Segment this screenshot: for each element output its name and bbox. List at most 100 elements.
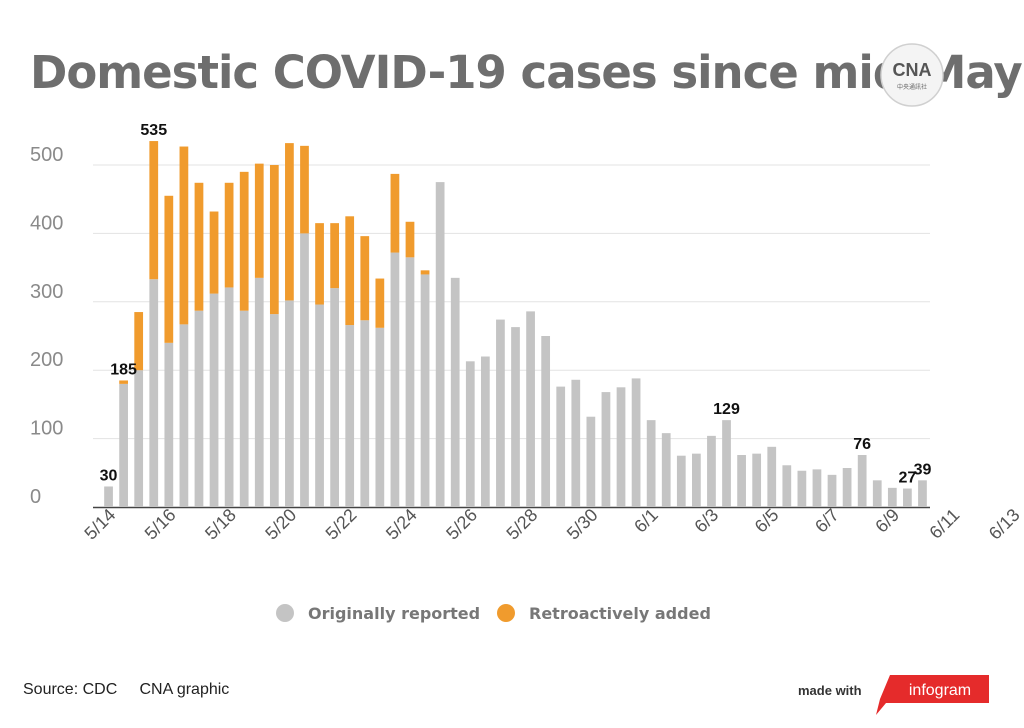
svg-text:CNA: CNA xyxy=(893,60,932,80)
bar-original xyxy=(511,327,520,507)
bar-original xyxy=(631,378,641,507)
svg-text:中央通訊社: 中央通訊社 xyxy=(897,83,927,91)
y-tick-label: 0 xyxy=(30,486,41,508)
data-label: 30 xyxy=(100,467,118,484)
data-label: 27 xyxy=(898,470,916,487)
bar-original xyxy=(812,469,822,507)
x-tick-label: 6/13 xyxy=(985,505,1024,544)
bar-original xyxy=(164,342,174,507)
bar-original xyxy=(239,310,249,507)
svg-text:infogram: infogram xyxy=(909,682,971,699)
y-tick-label: 500 xyxy=(30,144,63,166)
bar-retroactive xyxy=(194,182,204,311)
bar-original xyxy=(375,327,385,507)
bar-original xyxy=(390,252,400,507)
bar-original xyxy=(480,356,490,507)
bar-original xyxy=(692,453,701,507)
x-tick-label: 6/7 xyxy=(811,505,843,537)
bar-original xyxy=(315,304,324,507)
x-tick-label: 5/20 xyxy=(261,505,300,544)
bar-original xyxy=(209,293,219,507)
bar-original xyxy=(556,386,566,507)
bar-original xyxy=(842,468,852,507)
bar-original xyxy=(827,474,837,507)
legend-item-retroactive: Retroactively added xyxy=(497,600,711,626)
x-axis-labels: 5/14 5/16 5/18 5/20 5/22 5/24 5/26 5/28 5/30 6/1 6… xyxy=(80,505,1024,544)
bar-retroactive xyxy=(179,146,189,325)
bar-original xyxy=(737,455,746,507)
legend-swatch-retroactive xyxy=(497,604,515,622)
bar-retroactive xyxy=(300,145,309,234)
x-tick-label: 6/11 xyxy=(925,505,963,543)
legend-swatch-original xyxy=(276,604,294,622)
bar-original xyxy=(676,455,686,507)
legend-item-original: Originally reported xyxy=(276,600,480,626)
bar-original xyxy=(887,487,897,507)
bar-retroactive xyxy=(239,171,249,311)
bar-original xyxy=(586,416,596,507)
bar-original xyxy=(149,279,159,507)
bar-original xyxy=(571,379,581,507)
chart-title: Domestic COVID-19 cases since mid-May xyxy=(30,46,1023,99)
data-label: 129 xyxy=(713,401,740,418)
bar-original xyxy=(722,420,731,507)
bar-original xyxy=(903,488,912,507)
bar-retroactive xyxy=(209,211,219,294)
bar-retroactive xyxy=(285,143,294,301)
data-label: 185 xyxy=(110,361,137,378)
x-tick-label: 5/26 xyxy=(442,505,481,544)
bar-original xyxy=(405,257,415,507)
bar-original xyxy=(179,324,189,507)
y-tick-label: 200 xyxy=(30,349,63,371)
bar-original xyxy=(269,314,279,507)
bar-original xyxy=(450,277,460,507)
x-tick-label: 6/9 xyxy=(871,505,903,537)
x-tick-label: 5/14 xyxy=(80,505,119,544)
bar-original xyxy=(465,361,475,507)
source-note: Source: CDC CNA graphic xyxy=(23,681,230,698)
bar-retroactive xyxy=(315,223,324,305)
bar-original xyxy=(752,453,762,507)
y-tick-label: 300 xyxy=(30,281,63,303)
x-tick-label: 5/28 xyxy=(502,505,541,544)
bar-original xyxy=(345,325,355,507)
bar-retroactive xyxy=(254,163,264,278)
bar-retroactive xyxy=(405,221,415,258)
bar-original xyxy=(918,480,927,507)
bar-retroactive xyxy=(224,182,234,288)
bar-original xyxy=(646,420,656,507)
bar-original xyxy=(707,435,716,507)
bar-retroactive xyxy=(360,236,370,321)
bar-original xyxy=(797,470,807,507)
bar-original xyxy=(104,486,113,507)
bar-retroactive xyxy=(390,173,400,253)
legend-label-original: Originally reported xyxy=(308,603,481,623)
x-tick-label: 6/1 xyxy=(630,505,662,537)
bar-original xyxy=(285,300,294,507)
bar-original xyxy=(194,310,204,507)
bar-original xyxy=(661,433,671,507)
made-with-label: made with xyxy=(798,683,862,698)
infogram-logo[interactable]: infogram xyxy=(876,673,991,715)
bar-retroactive xyxy=(345,216,355,326)
bar-retroactive xyxy=(269,165,279,315)
data-label: 39 xyxy=(914,461,932,478)
bar-original xyxy=(601,392,611,507)
x-tick-label: 5/22 xyxy=(322,505,361,544)
bar-original xyxy=(119,383,128,507)
bar-retroactive xyxy=(119,380,128,384)
bar-original xyxy=(224,287,234,507)
data-label: 76 xyxy=(853,436,871,453)
bar-original xyxy=(435,182,445,507)
bar-original xyxy=(420,274,430,507)
bar-original xyxy=(134,370,144,507)
cna-logo: CNA 中央通訊社 xyxy=(880,43,944,107)
x-tick-label: 6/5 xyxy=(751,505,783,537)
bar-original xyxy=(767,446,777,507)
bar-original xyxy=(496,319,505,507)
bar-original xyxy=(857,455,867,507)
bar-original xyxy=(526,311,535,507)
x-tick-label: 6/3 xyxy=(690,505,722,537)
